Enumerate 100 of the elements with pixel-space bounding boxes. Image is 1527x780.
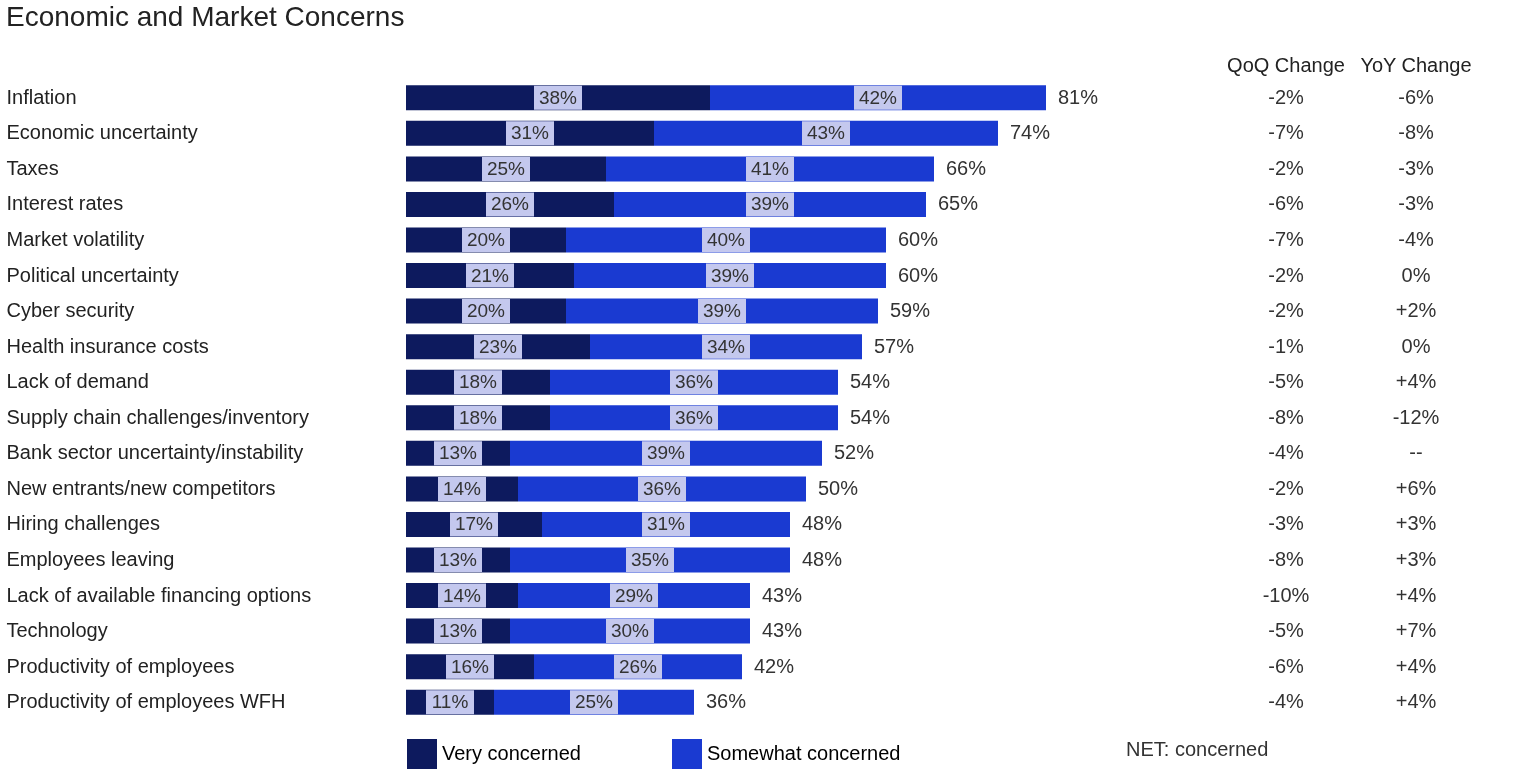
text: -2% <box>1268 299 1304 322</box>
y-tick-label: Productivity of employees WFH <box>6 690 286 713</box>
total-label: 48% <box>802 512 843 535</box>
y-tick-label: Productivity of employees <box>6 654 235 677</box>
text: -7% <box>1268 228 1304 250</box>
data-label: 29% <box>614 584 654 606</box>
y-tick-label: Employees leaving <box>6 548 175 570</box>
data-label: 26% <box>618 655 658 677</box>
y-tick-label: Lack of available financing options <box>6 583 312 606</box>
text: NET: concerned <box>1126 738 1269 760</box>
data-label: 21% <box>470 264 510 286</box>
text: +2% <box>1395 299 1437 322</box>
y-tick-label: Lack of demand <box>6 370 149 393</box>
text: -6% <box>1268 654 1304 677</box>
text: -6% <box>1398 85 1434 108</box>
total-label: 59% <box>890 299 931 322</box>
data-label: 36% <box>674 371 714 393</box>
data-label: 31% <box>510 122 550 144</box>
text: -10% <box>1262 583 1310 606</box>
y-tick-label: Bank sector uncertainty/instability <box>6 441 304 464</box>
text: -3% <box>1398 192 1434 215</box>
text: -4% <box>1398 228 1434 250</box>
text: +6% <box>1395 476 1437 499</box>
data-label: 14% <box>442 477 482 499</box>
text: QoQ Change <box>1227 54 1345 76</box>
text: -8% <box>1398 121 1434 144</box>
total-label: 42% <box>754 654 795 677</box>
text: -2% <box>1268 476 1304 499</box>
text: +4% <box>1395 370 1437 393</box>
y-tick-label: Political uncertainty <box>6 263 179 286</box>
data-label: 36% <box>642 477 682 499</box>
text: 0% <box>1401 263 1431 286</box>
text: +4% <box>1395 690 1437 713</box>
data-label: 13% <box>438 549 478 570</box>
y-tick-label: Hiring challenges <box>6 512 160 535</box>
text: +4% <box>1395 583 1437 606</box>
text: -5% <box>1268 619 1304 642</box>
data-label: 26% <box>490 193 530 215</box>
y-tick-label: Supply chain challenges/inventory <box>6 405 309 428</box>
y-tick-label: New entrants/new competitors <box>6 476 276 499</box>
total-label: 60% <box>898 228 939 250</box>
data-label: 18% <box>458 406 498 428</box>
data-label: 25% <box>574 691 614 713</box>
legend-label: Somewhat concerned <box>707 742 901 764</box>
data-label: 23% <box>478 335 518 357</box>
text: YoY Change <box>1360 54 1472 76</box>
data-label: 20% <box>466 300 506 322</box>
data-label: 31% <box>646 513 686 535</box>
total-label: 48% <box>802 548 843 570</box>
y-tick-label: Cyber security <box>6 299 135 322</box>
total-label: 36% <box>706 690 747 713</box>
text: -6% <box>1268 192 1304 215</box>
text: -7% <box>1268 121 1304 144</box>
data-label: 16% <box>450 655 490 677</box>
data-label: 30% <box>610 620 650 642</box>
legend-label: Very concerned <box>442 742 581 764</box>
text: +4% <box>1395 654 1437 677</box>
y-tick-label: Market volatility <box>6 228 145 250</box>
text: -4% <box>1268 690 1304 713</box>
data-label: 18% <box>458 371 498 393</box>
data-label: 38% <box>538 86 578 108</box>
text: -8% <box>1268 548 1304 570</box>
text: +3% <box>1395 548 1437 570</box>
total-label: 50% <box>818 476 859 499</box>
y-tick-label: Interest rates <box>6 192 124 215</box>
text: -- <box>1409 441 1423 464</box>
total-label: 43% <box>762 583 803 606</box>
text: -2% <box>1268 156 1304 179</box>
text: -4% <box>1268 441 1304 464</box>
text: -3% <box>1268 512 1304 535</box>
data-label: 13% <box>438 442 478 464</box>
data-label: 41% <box>750 157 790 179</box>
data-label: 43% <box>806 122 846 144</box>
data-label: 39% <box>646 442 686 464</box>
data-label: 39% <box>710 264 750 286</box>
total-label: 60% <box>898 263 939 286</box>
total-label: 43% <box>762 619 803 642</box>
total-label: 65% <box>938 192 979 215</box>
total-label: 52% <box>834 441 875 464</box>
text: +7% <box>1395 619 1437 642</box>
text: -8% <box>1268 405 1304 428</box>
data-label: 17% <box>454 513 494 535</box>
text: -2% <box>1268 85 1304 108</box>
total-label: 81% <box>1058 85 1099 108</box>
y-tick-label: Technology <box>6 619 108 642</box>
text: -3% <box>1398 156 1434 179</box>
total-label: 74% <box>1010 121 1051 144</box>
text: -1% <box>1268 334 1304 357</box>
text: 0% <box>1401 334 1431 357</box>
text: -2% <box>1268 263 1304 286</box>
data-label: 20% <box>466 229 506 250</box>
chart-title: Economic and Market Concerns <box>6 1 405 32</box>
y-tick-label: Economic uncertainty <box>6 121 198 144</box>
data-label: 42% <box>858 86 898 108</box>
data-label: 39% <box>702 300 742 322</box>
data-label: 13% <box>438 620 478 642</box>
y-tick-label: Health insurance costs <box>6 334 209 357</box>
data-label: 39% <box>750 193 790 215</box>
data-label: 14% <box>442 584 482 606</box>
total-label: 66% <box>946 156 987 179</box>
